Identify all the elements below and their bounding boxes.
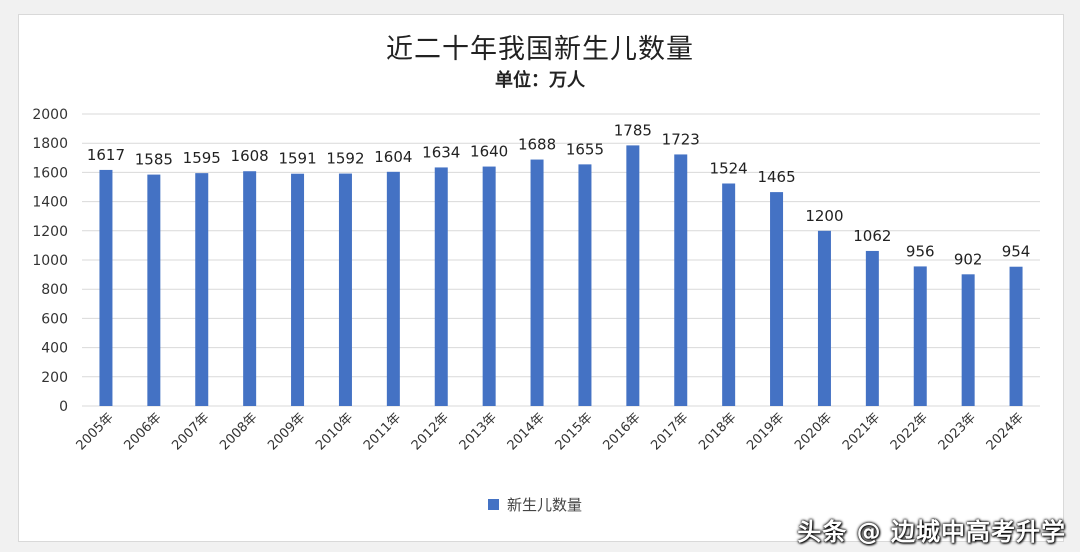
- y-tick-label: 2000: [32, 107, 68, 123]
- bar: [578, 164, 592, 406]
- x-tick-label: 2009年: [265, 410, 308, 453]
- x-tick-label: 2016年: [600, 410, 643, 453]
- y-tick-label: 1200: [32, 224, 68, 240]
- watermark: 头条 @ 边城中高考升学: [797, 518, 1066, 546]
- y-tick-label: 600: [41, 311, 68, 327]
- data-label: 1585: [135, 151, 173, 169]
- data-label: 902: [954, 250, 983, 268]
- bar: [147, 174, 161, 406]
- x-tick-label: 2013年: [457, 410, 500, 453]
- data-label: 956: [906, 242, 935, 260]
- x-tick-label: 2024年: [984, 410, 1027, 453]
- y-tick-label: 400: [41, 341, 68, 357]
- x-tick-label: 2008年: [217, 410, 260, 453]
- data-label: 1524: [710, 159, 748, 177]
- data-label: 1634: [422, 143, 460, 161]
- data-label: 1200: [805, 207, 843, 225]
- bar: [530, 159, 544, 406]
- x-tick-label: 2019年: [744, 410, 787, 453]
- bar: [386, 171, 400, 406]
- bar: [195, 173, 209, 406]
- x-tick-label: 2018年: [696, 410, 739, 453]
- x-tick-label: 2021年: [840, 410, 883, 453]
- bar: [99, 169, 113, 406]
- chart-subtitle: 单位：万人: [495, 70, 585, 91]
- data-label: 1617: [87, 146, 125, 164]
- y-tick-label: 1000: [32, 253, 68, 269]
- chart-title: 近二十年我国新生儿数量: [386, 34, 694, 65]
- data-label: 954: [1002, 243, 1031, 261]
- x-tick-label: 2011年: [361, 410, 404, 453]
- bar: [865, 250, 879, 406]
- bar: [482, 166, 496, 406]
- legend-label: 新生儿数量: [507, 496, 583, 514]
- x-tick-label: 2005年: [74, 410, 117, 453]
- bar: [626, 145, 640, 406]
- x-tick-label: 2007年: [169, 410, 212, 453]
- y-tick-label: 800: [41, 282, 68, 298]
- data-label: 1640: [470, 143, 508, 161]
- bar: [243, 171, 257, 406]
- legend-swatch: [488, 499, 499, 510]
- bar: [1009, 266, 1023, 406]
- x-tick-label: 2022年: [888, 410, 931, 453]
- bar: [913, 266, 927, 406]
- x-tick-label: 2023年: [936, 410, 979, 453]
- data-label: 1592: [326, 150, 364, 168]
- data-label: 1688: [518, 136, 556, 154]
- y-tick-label: 1600: [32, 165, 68, 181]
- x-tick-label: 2006年: [121, 410, 164, 453]
- y-tick-label: 200: [41, 370, 68, 386]
- legend: 新生儿数量: [488, 494, 582, 515]
- bar: [434, 167, 448, 406]
- x-tick-label: 2015年: [553, 410, 596, 453]
- data-label: 1604: [374, 148, 412, 166]
- bar: [338, 173, 352, 406]
- data-label: 1655: [566, 140, 604, 158]
- data-label: 1608: [231, 147, 269, 165]
- bar: [770, 192, 784, 406]
- bar: [722, 183, 736, 406]
- bar: [674, 154, 688, 406]
- y-tick-label: 0: [59, 399, 68, 415]
- y-tick-label: 1400: [32, 195, 68, 211]
- data-label: 1062: [853, 227, 891, 245]
- bar: [291, 173, 305, 406]
- x-tick-label: 2020年: [792, 410, 835, 453]
- y-tick-label: 1800: [32, 136, 68, 152]
- x-tick-label: 2012年: [409, 410, 452, 453]
- x-tick-label: 2014年: [505, 410, 548, 453]
- data-label: 1785: [614, 121, 652, 139]
- data-label: 1591: [278, 150, 316, 168]
- bar: [817, 230, 831, 406]
- data-label: 1595: [183, 149, 221, 167]
- data-label: 1723: [662, 130, 700, 148]
- data-label: 1465: [757, 168, 795, 186]
- x-tick-label: 2010年: [313, 410, 356, 453]
- x-tick-label: 2017年: [648, 410, 691, 453]
- bar: [961, 274, 975, 406]
